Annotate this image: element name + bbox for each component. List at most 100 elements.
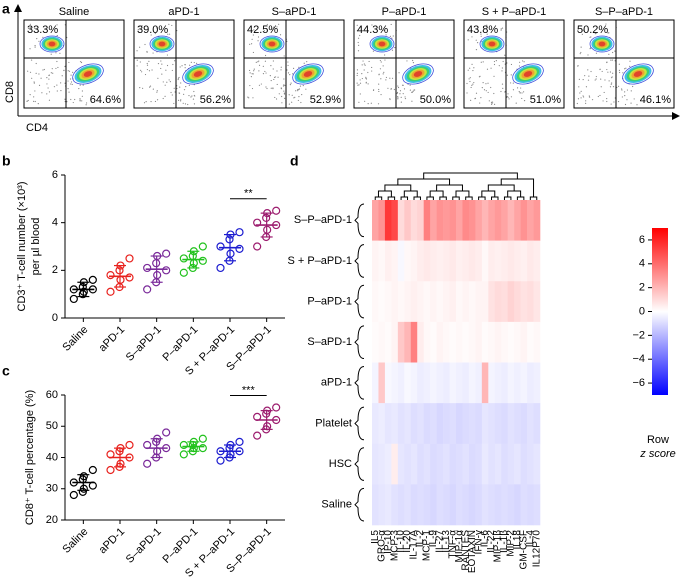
data-point (253, 431, 262, 440)
y-tick-label: 4 (52, 217, 58, 229)
event-dot (136, 65, 138, 67)
dendrogram (403, 190, 418, 197)
heatmap-cell (475, 362, 483, 404)
event-dot (606, 97, 608, 100)
event-dot (502, 60, 504, 63)
event-dot (292, 73, 294, 75)
data-point (69, 490, 78, 500)
heatmap-cell (488, 240, 496, 282)
event-dot (614, 50, 616, 52)
event-dot (27, 70, 29, 72)
heatmap-cell (443, 403, 450, 445)
heatmap-cell (397, 362, 405, 404)
heatmap-cell (410, 484, 418, 526)
density-contour (598, 41, 606, 47)
event-dot (283, 92, 286, 94)
event-dot (167, 33, 169, 35)
heatmap-cell (430, 321, 437, 363)
heatmap-cell (520, 240, 528, 282)
heatmap-cell (384, 240, 392, 282)
event-dot (587, 79, 590, 81)
data-point (272, 206, 281, 215)
heatmap-cell (520, 281, 528, 323)
event-dot (411, 91, 414, 93)
dendrogram (491, 196, 499, 200)
heatmap-cell (475, 321, 483, 363)
event-dot (71, 83, 73, 86)
event-dot (490, 86, 492, 89)
event-dot (55, 52, 57, 54)
event-dot (181, 65, 183, 67)
event-dot (171, 24, 173, 27)
data-point (88, 275, 97, 284)
event-dot (273, 76, 276, 78)
event-dot (385, 34, 387, 36)
heatmap-cell (391, 443, 399, 485)
density-contour (149, 35, 175, 53)
event-dot (187, 103, 189, 106)
heatmap-cell (410, 200, 418, 241)
event-dot (29, 23, 31, 25)
event-dot (382, 65, 384, 67)
event-dot (56, 24, 58, 26)
event-dot (35, 62, 37, 65)
heatmap-cell (372, 281, 379, 323)
event-dot (466, 92, 468, 94)
density-contour (259, 35, 285, 53)
event-dot (56, 84, 58, 86)
event-dot (252, 34, 254, 36)
event-dot (35, 72, 37, 74)
event-dot (33, 81, 35, 83)
event-dot (248, 69, 251, 72)
heatmap-cell (372, 362, 379, 404)
dendrogram (377, 190, 392, 197)
dendrogram (529, 196, 538, 200)
event-dot (168, 79, 170, 81)
data-point (198, 242, 207, 251)
event-dot (249, 84, 251, 87)
heatmap-cell (514, 281, 521, 323)
event-dot (260, 83, 262, 85)
column-label: MIP-1α (454, 530, 465, 563)
event-dot (606, 61, 608, 64)
event-dot (177, 78, 179, 81)
column-label: EOTAXIN (467, 530, 478, 573)
column-label: TNF-α (447, 530, 458, 559)
event-dot (603, 91, 605, 94)
event-dot (146, 51, 148, 53)
column-label: IL-1β (499, 530, 510, 553)
event-dot (272, 26, 275, 28)
event-dot (38, 84, 41, 86)
plot-frame (243, 19, 345, 109)
event-dot (356, 72, 358, 74)
event-dot (588, 95, 590, 97)
row-label: S–P–aPD-1 (294, 214, 352, 226)
heatmap-cell (468, 240, 476, 282)
plot-title: S–aPD-1 (272, 6, 317, 18)
event-dot (617, 85, 620, 87)
data-point (179, 254, 188, 263)
event-dot (38, 30, 40, 33)
row-bracket (354, 284, 365, 319)
heatmap-cell (372, 484, 379, 526)
dendrogram (503, 196, 512, 200)
event-dot (363, 63, 365, 65)
event-dot (600, 86, 602, 88)
event-dot (409, 84, 411, 86)
event-dot (258, 84, 261, 86)
event-dot (385, 76, 388, 79)
column-label: IL-20 (402, 530, 413, 553)
event-dot (164, 84, 166, 86)
event-dot (404, 97, 407, 100)
event-dot (162, 97, 164, 100)
event-dot (588, 96, 591, 98)
data-point (106, 271, 115, 280)
density-contour (292, 63, 324, 85)
event-dot (265, 86, 267, 88)
heatmap-cell (417, 484, 424, 526)
column-label: IFN-γ (473, 530, 484, 554)
event-dot (577, 98, 580, 100)
event-dot (50, 53, 52, 55)
event-dot (250, 43, 253, 45)
event-dot (510, 82, 512, 84)
